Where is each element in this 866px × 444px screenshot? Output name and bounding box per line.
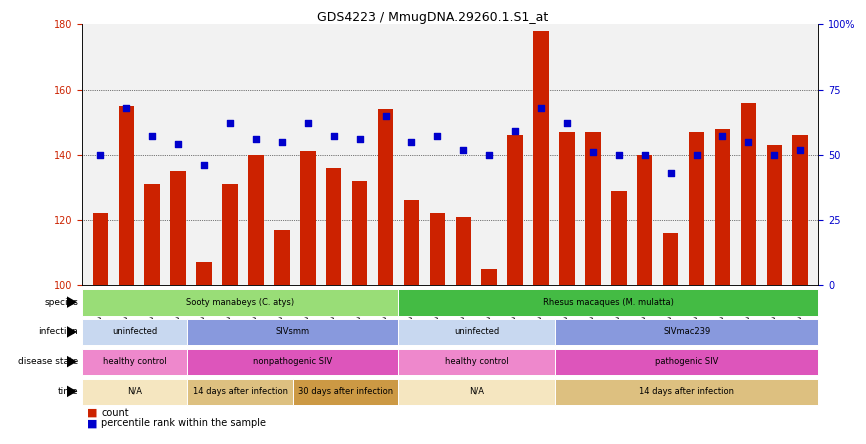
Bar — [792, 135, 808, 285]
Point — [94, 151, 107, 158]
Point — [171, 141, 185, 148]
Point — [249, 135, 263, 143]
Bar — [300, 151, 315, 285]
Text: Sooty manabeys (C. atys): Sooty manabeys (C. atys) — [186, 297, 294, 307]
Text: ■: ■ — [87, 418, 97, 428]
Bar — [404, 200, 419, 285]
Text: disease state: disease state — [17, 357, 78, 366]
Text: N/A: N/A — [127, 387, 142, 396]
Point — [326, 133, 340, 140]
Text: 14 days after infection: 14 days after infection — [192, 387, 288, 396]
Point — [404, 138, 418, 145]
Bar — [430, 214, 445, 285]
Point — [793, 146, 807, 153]
Bar — [533, 31, 549, 285]
Bar — [611, 190, 627, 285]
Text: time: time — [57, 387, 78, 396]
Text: uninfected: uninfected — [113, 327, 158, 337]
Text: count: count — [101, 408, 129, 418]
Point — [430, 133, 444, 140]
Text: species: species — [44, 297, 78, 307]
Polygon shape — [67, 326, 77, 338]
Bar — [187, 319, 397, 345]
Bar — [555, 319, 818, 345]
Bar — [197, 262, 212, 285]
Bar — [293, 379, 397, 405]
Point — [482, 151, 496, 158]
Bar — [93, 214, 108, 285]
Bar — [740, 103, 756, 285]
Point — [197, 162, 211, 169]
Bar — [397, 379, 555, 405]
Point — [612, 151, 626, 158]
Bar — [82, 349, 187, 375]
Bar — [171, 171, 186, 285]
Polygon shape — [67, 356, 77, 368]
Bar — [662, 233, 678, 285]
Polygon shape — [67, 385, 77, 397]
Point — [378, 112, 392, 119]
Point — [586, 149, 600, 156]
Point — [456, 146, 470, 153]
Bar — [637, 155, 652, 285]
Text: infection: infection — [38, 327, 78, 337]
Text: 14 days after infection: 14 days after infection — [639, 387, 734, 396]
Text: N/A: N/A — [469, 387, 484, 396]
Bar — [119, 106, 134, 285]
Bar — [82, 289, 397, 316]
Bar — [555, 379, 818, 405]
Text: uninfected: uninfected — [454, 327, 499, 337]
Point — [508, 128, 522, 135]
Bar — [397, 289, 818, 316]
Bar — [397, 319, 555, 345]
Text: 30 days after infection: 30 days after infection — [298, 387, 392, 396]
Bar — [187, 379, 293, 405]
Text: ■: ■ — [87, 408, 97, 418]
Point — [223, 120, 237, 127]
Bar — [397, 349, 555, 375]
Text: Rhesus macaques (M. mulatta): Rhesus macaques (M. mulatta) — [543, 297, 674, 307]
Point — [534, 104, 548, 111]
Point — [637, 151, 651, 158]
Bar — [507, 135, 523, 285]
Point — [689, 151, 703, 158]
Bar — [481, 269, 497, 285]
Bar — [145, 184, 160, 285]
Point — [715, 133, 729, 140]
Point — [275, 138, 288, 145]
Text: SIVmac239: SIVmac239 — [663, 327, 710, 337]
Bar — [766, 145, 782, 285]
Point — [301, 120, 314, 127]
Text: healthy control: healthy control — [103, 357, 166, 366]
Text: pathogenic SIV: pathogenic SIV — [656, 357, 719, 366]
Bar — [82, 319, 187, 345]
Bar — [249, 155, 264, 285]
Text: nonpathogenic SIV: nonpathogenic SIV — [253, 357, 333, 366]
Polygon shape — [67, 296, 77, 308]
Bar — [274, 230, 289, 285]
Point — [741, 138, 755, 145]
Bar — [352, 181, 367, 285]
Bar — [378, 109, 393, 285]
Bar — [326, 168, 341, 285]
Bar — [714, 129, 730, 285]
Point — [120, 104, 133, 111]
Text: GDS4223 / MmugDNA.29260.1.S1_at: GDS4223 / MmugDNA.29260.1.S1_at — [317, 11, 549, 24]
Bar — [559, 132, 575, 285]
Text: SIVsmm: SIVsmm — [275, 327, 310, 337]
Bar — [688, 132, 704, 285]
Bar — [82, 379, 187, 405]
Point — [352, 135, 366, 143]
Point — [560, 120, 574, 127]
Bar — [555, 349, 818, 375]
Bar — [223, 184, 238, 285]
Text: healthy control: healthy control — [445, 357, 508, 366]
Point — [663, 170, 677, 177]
Point — [145, 133, 159, 140]
Bar — [187, 349, 397, 375]
Bar — [456, 217, 471, 285]
Bar — [585, 132, 601, 285]
Text: percentile rank within the sample: percentile rank within the sample — [101, 418, 267, 428]
Point — [767, 151, 781, 158]
